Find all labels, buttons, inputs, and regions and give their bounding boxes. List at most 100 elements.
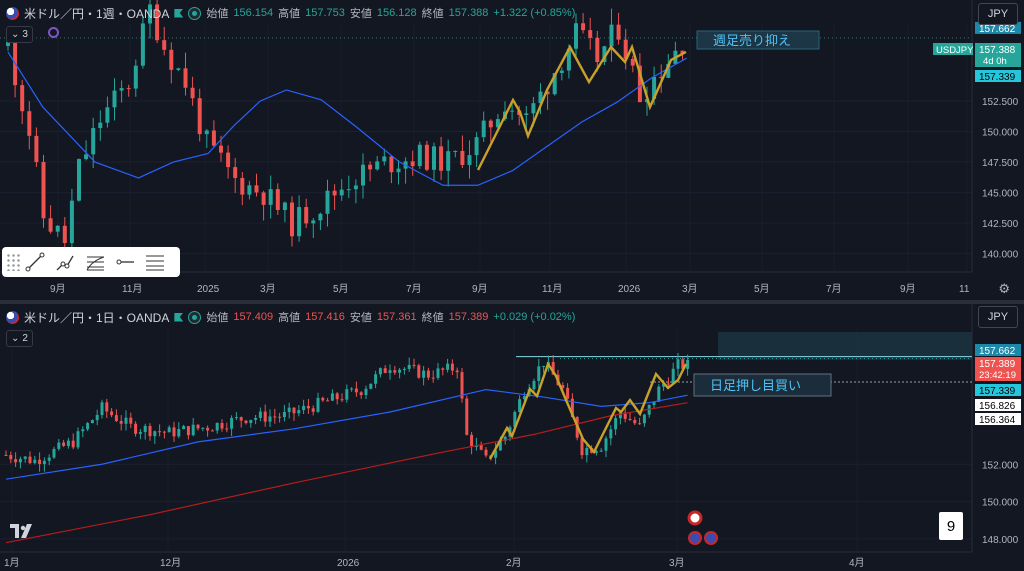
weekly-candle — [481, 120, 486, 138]
weekly-candle — [375, 161, 380, 170]
weekly-candle — [346, 189, 351, 191]
parallel-lines-tool[interactable] — [140, 248, 170, 276]
daily-candle — [148, 425, 152, 437]
weekly-y-tick: 150.000 — [982, 128, 1019, 139]
daily-candle — [33, 459, 37, 464]
weekly-x-tick: 2026 — [618, 284, 641, 295]
daily-candle — [417, 365, 421, 378]
daily-chart-canvas[interactable]: 152.000 150.000 148.000 1月 12月 2026 2月 3月 4月 日足押し… — [0, 304, 1024, 571]
daily-candle — [350, 388, 354, 390]
weekly-chart-canvas[interactable]: 152.500 150.000 147.500 145.000 142.500 140.0… — [0, 0, 1024, 300]
weekly-candle — [55, 225, 60, 232]
weekly-candle — [339, 189, 344, 196]
weekly-y-tick: 140.000 — [982, 250, 1019, 261]
pane-divider[interactable] — [0, 300, 1024, 304]
daily-low-label: 安値 — [349, 312, 372, 324]
daily-chart-pane[interactable]: 152.000 150.000 148.000 1月 12月 2026 2月 3月 4月 日足押し… — [0, 304, 1024, 571]
daily-candle — [230, 417, 234, 429]
drag-handle-icon[interactable] — [6, 253, 20, 271]
daily-tag-low-bg — [975, 384, 1021, 396]
daily-tag-ma1: 156.826 — [979, 401, 1016, 412]
daily-candle — [532, 380, 536, 390]
weekly-chart-pane[interactable]: 152.500 150.000 147.500 145.000 142.500 140.0… — [0, 0, 1024, 300]
visibility-icon[interactable] — [188, 6, 202, 20]
weekly-candle — [105, 107, 110, 123]
daily-candle — [407, 364, 411, 369]
weekly-candle — [652, 76, 657, 100]
tradingview-logo-icon[interactable] — [10, 524, 36, 538]
daily-candle — [609, 429, 613, 439]
weekly-candle — [240, 177, 245, 195]
weekly-currency-select[interactable]: JPY — [978, 3, 1018, 25]
daily-candle — [268, 416, 272, 422]
daily-candle — [340, 399, 344, 401]
daily-candle — [287, 407, 291, 412]
daily-candle — [494, 450, 498, 458]
weekly-candle — [69, 200, 74, 244]
daily-candle — [374, 374, 378, 384]
daily-symbol[interactable]: 米ドル／円・1日・OANDA — [24, 310, 170, 325]
daily-candle — [498, 440, 502, 451]
daily-candle — [210, 430, 214, 432]
weekly-candle — [211, 130, 216, 146]
daily-candle — [522, 396, 526, 400]
weekly-ticker: USDJPY — [936, 45, 974, 56]
weekly-candle — [91, 128, 96, 155]
weekly-change-value: +1.322 (+0.85%) — [493, 7, 576, 19]
daily-indicators-toggle[interactable]: ⌄ 2 — [6, 330, 33, 347]
horizontal-ray-tool[interactable] — [110, 248, 140, 276]
weekly-x-tick: 2025 — [197, 284, 220, 295]
trend-line-tool[interactable] — [20, 248, 50, 276]
daily-candle — [95, 415, 99, 421]
weekly-x-tick: 3月 — [682, 283, 698, 295]
daily-candle — [518, 399, 522, 413]
weekly-candle — [581, 23, 586, 31]
weekly-symbol[interactable]: 米ドル／円・1週・OANDA — [24, 6, 170, 21]
weekly-close-value: 157.388 — [448, 7, 489, 19]
daily-candle — [378, 368, 382, 375]
daily-candle — [153, 431, 157, 437]
daily-candle — [9, 455, 13, 460]
event-marker-icon — [687, 510, 703, 526]
gear-icon[interactable]: ⚙ — [998, 281, 1010, 296]
usdjpy-flag-icon — [6, 310, 19, 324]
weekly-tag-low: 157.339 — [979, 72, 1016, 83]
weekly-x-tick: 11 — [959, 284, 970, 295]
indicator-circle-icon[interactable] — [48, 27, 59, 38]
weekly-candle — [467, 155, 472, 165]
daily-candle — [258, 411, 262, 418]
weekly-indicators-toggle[interactable]: ⌄ 3 — [6, 26, 33, 43]
weekly-candle — [616, 24, 621, 40]
weekly-y-tick: 145.000 — [982, 189, 1019, 200]
weekly-candle — [297, 207, 302, 237]
extended-line-tool[interactable] — [50, 248, 80, 276]
daily-candle — [335, 393, 339, 400]
daily-candle — [81, 429, 85, 432]
weekly-candle — [460, 150, 465, 165]
bookmark-flag-icon[interactable] — [174, 312, 184, 322]
visibility-icon[interactable] — [188, 310, 202, 324]
drawing-toolbar[interactable] — [2, 247, 180, 277]
weekly-x-tick: 7月 — [826, 283, 842, 295]
daily-currency-select[interactable]: JPY — [978, 306, 1018, 328]
daily-candle — [18, 458, 22, 463]
daily-candle — [316, 397, 320, 412]
daily-candle — [201, 427, 205, 429]
weekly-annotation: 週足売り抑え — [713, 33, 791, 48]
fib-retracement-tool[interactable] — [80, 248, 110, 276]
daily-candle — [52, 448, 56, 458]
daily-candle — [234, 417, 238, 419]
weekly-candle — [368, 164, 373, 170]
weekly-candle — [304, 207, 309, 224]
daily-tag-high-bg — [975, 344, 1021, 356]
daily-candle — [652, 401, 656, 405]
weekly-candle — [566, 48, 571, 71]
event-count-badge[interactable]: 9 — [939, 512, 963, 540]
weekly-candle — [126, 88, 131, 90]
daily-candle — [686, 360, 690, 369]
bookmark-flag-icon[interactable] — [174, 8, 184, 18]
daily-low-value: 157.361 — [376, 311, 417, 323]
weekly-candle — [439, 146, 444, 171]
weekly-candle — [666, 63, 671, 78]
weekly-candle — [84, 154, 89, 160]
